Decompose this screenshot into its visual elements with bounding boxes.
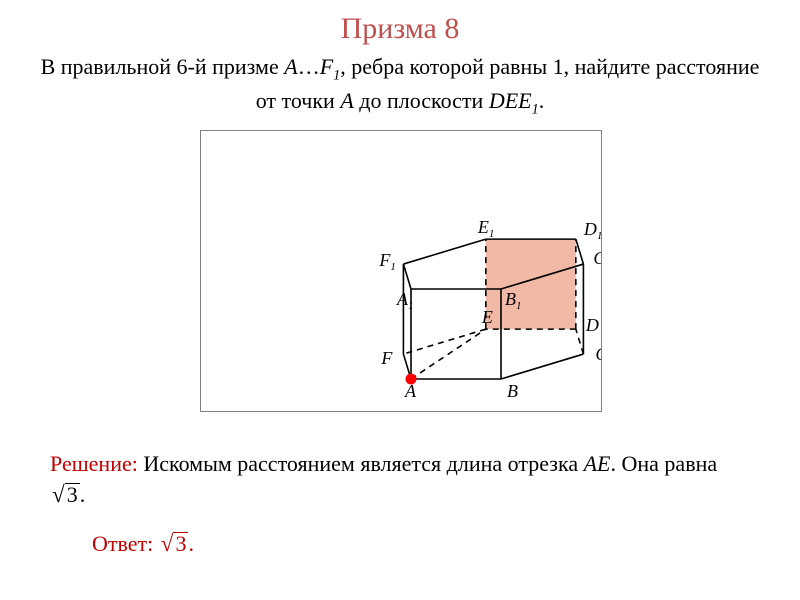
prism-from: A xyxy=(284,54,297,79)
seg-b: E xyxy=(597,451,610,476)
problem-prefix: В правильной 6-й призме xyxy=(41,54,285,79)
answer-block: Ответ: √3. xyxy=(92,530,194,557)
sqrt-expr: √3 xyxy=(52,479,80,510)
prism-diagram: ABCDEFA1B1C1D1E1F1 xyxy=(201,131,601,411)
solution-text2: . Она равна xyxy=(611,451,718,476)
plane-a: D xyxy=(489,88,505,113)
slide: Призма 8 В правильной 6-й призме A…F1, р… xyxy=(0,0,800,600)
solution-text1: Искомым расстоянием является длина отрез… xyxy=(138,451,584,476)
svg-text:C: C xyxy=(595,344,601,364)
answer-radicand: 3 xyxy=(173,532,188,555)
svg-text:D: D xyxy=(585,315,599,335)
svg-text:D1: D1 xyxy=(583,219,601,242)
solution-text3: . xyxy=(80,482,86,507)
sqrt-sign-icon: √ xyxy=(52,481,65,507)
svg-text:B: B xyxy=(507,381,518,401)
svg-text:C1: C1 xyxy=(593,248,601,271)
ellipsis: … xyxy=(298,54,320,79)
prism-to: F xyxy=(320,54,333,79)
problem-text: В правильной 6-й призме A…F1, ребра кото… xyxy=(40,52,760,119)
problem-mid2: до плоскости xyxy=(354,88,489,113)
solution-label: Решение: xyxy=(50,451,138,476)
answer-label: Ответ: xyxy=(92,531,153,556)
svg-text:A: A xyxy=(404,381,417,401)
title-text: Призма 8 xyxy=(341,12,460,45)
figure-frame: ABCDEFA1B1C1D1E1F1 xyxy=(200,130,602,412)
answer-sqrt: √3 xyxy=(161,530,189,557)
plane-b: E xyxy=(505,88,518,113)
sqrt-radicand: 3 xyxy=(65,483,80,506)
answer-tail: . xyxy=(188,531,194,556)
plane-c: E xyxy=(518,88,531,113)
sqrt-sign-icon: √ xyxy=(161,530,174,556)
svg-text:E: E xyxy=(481,307,493,327)
point-a: A xyxy=(340,88,353,113)
plane-c-sub: 1 xyxy=(532,101,539,117)
svg-text:F1: F1 xyxy=(378,250,396,273)
seg-a: A xyxy=(584,451,597,476)
problem-end: . xyxy=(539,88,545,113)
svg-text:E1: E1 xyxy=(477,217,495,240)
svg-text:F: F xyxy=(380,348,393,368)
solution-block: Решение: Искомым расстоянием является дл… xyxy=(50,450,750,509)
slide-title: Призма 8 xyxy=(0,12,800,46)
